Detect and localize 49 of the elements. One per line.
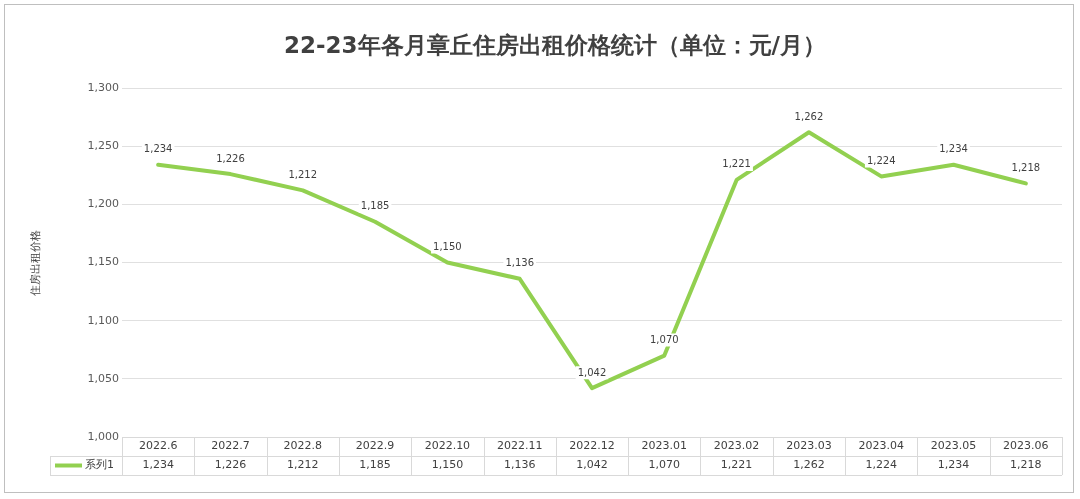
data-label: 1,136	[503, 458, 536, 472]
y-tick-label: 1,100	[87, 313, 119, 327]
text: 1,185	[360, 200, 390, 212]
text: 1,150	[433, 241, 462, 253]
data-label: 1,150	[431, 458, 464, 472]
text: 1,234	[939, 143, 968, 155]
y-tick-label: 1,150	[87, 255, 119, 269]
data-label: 1,234	[937, 458, 970, 472]
data-label: 1,042	[576, 458, 608, 472]
chart-title: 22-23年各月章丘住房出租价格统计（单位：元/月）	[283, 31, 827, 60]
data-label: 1,185	[359, 458, 391, 472]
text: 1,262	[794, 110, 824, 122]
x-tick-label: 2022.9	[355, 439, 395, 453]
x-tick-label: 2023.06	[1003, 439, 1049, 453]
text: 1,234	[143, 143, 173, 155]
data-label: 1,234	[142, 458, 174, 472]
data-label: 1,221	[720, 458, 753, 472]
text: 1,212	[288, 168, 318, 180]
text: 1,224	[866, 155, 896, 167]
y-tick-label: 1,200	[87, 197, 119, 211]
data-label: 1,218	[1010, 458, 1042, 472]
x-tick-label: 2022.12	[569, 439, 615, 453]
data-label: 1,226	[214, 458, 247, 472]
legend-label: 系列1	[85, 458, 114, 472]
y-tick-label: 1,000	[87, 429, 119, 443]
text: 1,136	[505, 257, 535, 269]
y-tick-label: 1,250	[87, 139, 119, 153]
text: 1,218	[1011, 161, 1041, 173]
text: 1,070	[649, 334, 679, 346]
x-tick-label: 2023.03	[786, 439, 832, 453]
y-tick-label: 1,300	[87, 80, 119, 94]
x-tick-label: 2022.8	[283, 439, 323, 453]
x-tick-label: 2022.7	[211, 439, 250, 453]
text: 1,226	[216, 152, 245, 164]
x-tick-label: 2023.02	[713, 439, 760, 453]
x-tick-label: 2023.04	[858, 439, 904, 453]
x-tick-label: 2022.10	[424, 439, 471, 453]
data-label: 1,224	[865, 458, 897, 472]
text: 1,221	[722, 158, 751, 170]
x-tick-label: 2023.05	[930, 439, 977, 453]
data-label: 1,212	[287, 458, 319, 472]
x-tick-label: 2022.11	[496, 439, 543, 453]
data-label: 1,262	[793, 458, 825, 472]
y-tick-label: 1,050	[87, 371, 119, 385]
x-tick-label: 2022.6	[138, 439, 178, 453]
x-tick-label: 2023.01	[641, 439, 688, 453]
data-label: 1,070	[648, 458, 681, 472]
text: 1,042	[577, 366, 607, 378]
y-axis-title: 住房出租价格	[28, 229, 42, 296]
